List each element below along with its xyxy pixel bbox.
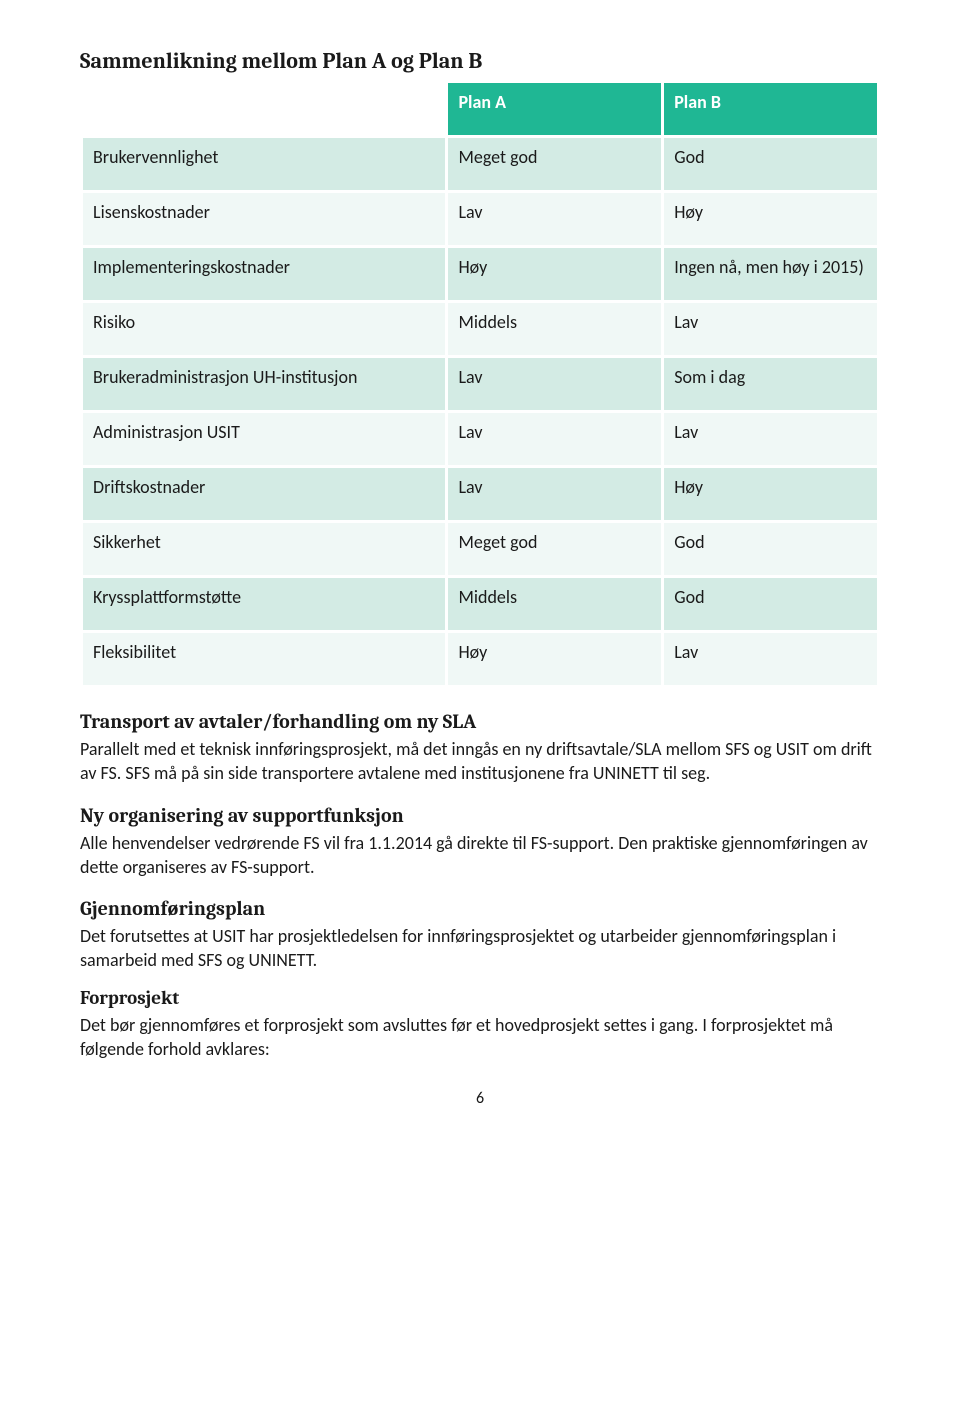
cell-b: God [664, 523, 877, 575]
paragraph-support: Alle henvendelser vedrørende FS vil fra … [80, 831, 880, 880]
cell-label: Risiko [83, 303, 445, 355]
cell-b: Som i dag [664, 358, 877, 410]
paragraph-forprosjekt: Det bør gjennomføres et forprosjekt som … [80, 1013, 880, 1062]
cell-label: Lisenskostnader [83, 193, 445, 245]
page-title: Sammenlikning mellom Plan A og Plan B [80, 48, 880, 74]
cell-a: Middels [448, 303, 661, 355]
cell-a: Høy [448, 248, 661, 300]
table-row: Implementeringskostnader Høy Ingen nå, m… [83, 248, 877, 300]
cell-a: Høy [448, 633, 661, 685]
heading-plan: Gjennomføringsplan [80, 897, 880, 920]
comparison-table: Plan A Plan B Brukervennlighet Meget god… [80, 80, 880, 688]
cell-b: Lav [664, 413, 877, 465]
cell-b: God [664, 578, 877, 630]
table-row: Brukeradministrasjon UH-institusjon Lav … [83, 358, 877, 410]
cell-b: Lav [664, 633, 877, 685]
cell-a: Lav [448, 413, 661, 465]
table-row: Sikkerhet Meget god God [83, 523, 877, 575]
cell-a: Meget god [448, 523, 661, 575]
table-row: Kryssplattformstøtte Middels God [83, 578, 877, 630]
table-row: Administrasjon USIT Lav Lav [83, 413, 877, 465]
paragraph-transport: Parallelt med et teknisk innføringsprosj… [80, 737, 880, 786]
page-number: 6 [80, 1089, 880, 1108]
cell-label: Sikkerhet [83, 523, 445, 575]
table-row: Fleksibilitet Høy Lav [83, 633, 877, 685]
cell-label: Kryssplattformstøtte [83, 578, 445, 630]
cell-b: Ingen nå, men høy i 2015) [664, 248, 877, 300]
table-header-plan-b: Plan B [664, 83, 877, 135]
cell-a: Lav [448, 468, 661, 520]
cell-label: Driftskostnader [83, 468, 445, 520]
cell-a: Lav [448, 358, 661, 410]
cell-b: God [664, 138, 877, 190]
cell-label: Administrasjon USIT [83, 413, 445, 465]
paragraph-plan: Det forutsettes at USIT har prosjektlede… [80, 924, 880, 973]
table-row: Brukervennlighet Meget god God [83, 138, 877, 190]
heading-support: Ny organisering av supportfunksjon [80, 804, 880, 827]
table-header-plan-a: Plan A [448, 83, 661, 135]
cell-a: Lav [448, 193, 661, 245]
cell-label: Implementeringskostnader [83, 248, 445, 300]
cell-label: Fleksibilitet [83, 633, 445, 685]
table-row: Driftskostnader Lav Høy [83, 468, 877, 520]
cell-a: Meget god [448, 138, 661, 190]
cell-a: Middels [448, 578, 661, 630]
cell-b: Lav [664, 303, 877, 355]
cell-b: Høy [664, 468, 877, 520]
cell-label: Brukervennlighet [83, 138, 445, 190]
table-row: Lisenskostnader Lav Høy [83, 193, 877, 245]
heading-forprosjekt: Forprosjekt [80, 987, 880, 1009]
table-header-row: Plan A Plan B [83, 83, 877, 135]
table-row: Risiko Middels Lav [83, 303, 877, 355]
table-header-empty [83, 83, 445, 135]
heading-transport: Transport av avtaler/forhandling om ny S… [80, 710, 880, 733]
cell-b: Høy [664, 193, 877, 245]
cell-label: Brukeradministrasjon UH-institusjon [83, 358, 445, 410]
